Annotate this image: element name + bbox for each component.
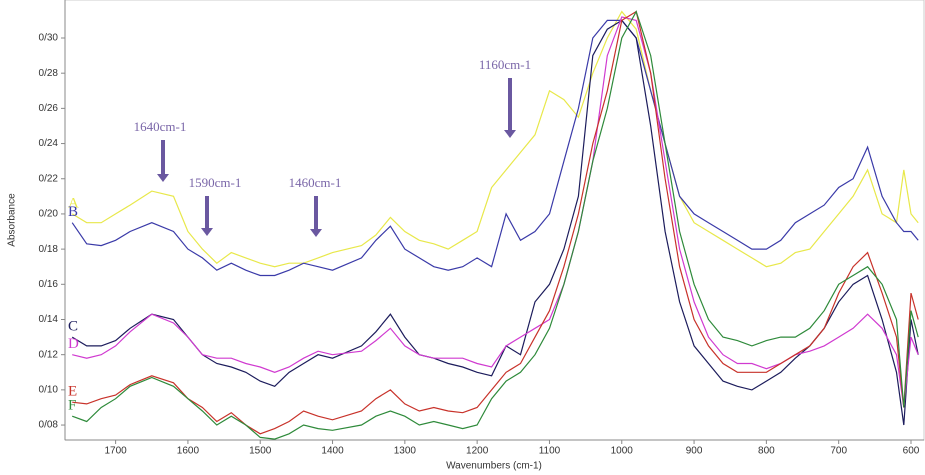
spectrum-line [71, 19, 919, 426]
y-tick-label: 0/16 [39, 279, 59, 290]
y-tick-label: 0/24 [39, 138, 59, 149]
annotation: 1460cm-1 [289, 175, 342, 190]
y-tick-label: 0/14 [39, 314, 59, 325]
series-label: F [68, 398, 76, 414]
x-tick-label: 600 [903, 446, 920, 457]
spectrum-line [71, 10, 919, 268]
annotation: 1640cm-1 [134, 119, 187, 134]
annotation-arrowhead [310, 229, 322, 237]
x-tick-label: 1500 [249, 446, 272, 457]
x-tick-label: 1700 [104, 446, 127, 457]
series-label: B [68, 204, 78, 220]
x-tick-label: 1000 [611, 446, 634, 457]
x-tick-label: 800 [758, 446, 775, 457]
x-tick-label: 1400 [321, 446, 344, 457]
spectrum-line [72, 16, 919, 408]
y-tick-label: 0/10 [39, 385, 59, 396]
annotation-arrowhead [201, 228, 213, 236]
x-tick-label: 900 [686, 446, 703, 457]
x-tick-label: 1600 [177, 446, 200, 457]
spectrum-line [72, 10, 919, 435]
x-axis-title: Wavenumbers (cm-1) [446, 461, 542, 472]
y-tick-label: 0/20 [39, 209, 59, 220]
x-tick-label: 1100 [539, 446, 561, 457]
annotation-arrowhead [157, 174, 169, 182]
series-label: A [68, 195, 79, 211]
y-axis-title: Absorbance [7, 193, 18, 247]
x-tick-label: 700 [830, 446, 847, 457]
annotation: 1160cm-1 [479, 57, 531, 72]
series-label: D [68, 336, 79, 352]
y-tick-label: 0/30 [39, 33, 59, 44]
x-tick-label: 1300 [394, 446, 417, 457]
annotation-arrowhead [504, 130, 516, 138]
y-tick-label: 0/26 [39, 103, 59, 114]
y-tick-label: 0/22 [39, 173, 59, 184]
spectrum-line [71, 19, 919, 277]
x-tick-label: 1200 [466, 446, 489, 457]
y-tick-label: 0/18 [39, 244, 59, 255]
y-tick-label: 0/12 [39, 349, 59, 360]
series-label: E [68, 384, 77, 400]
y-tick-label: 0/08 [39, 420, 59, 431]
spectrum-line [71, 10, 919, 440]
series-label: C [68, 319, 78, 335]
annotation: 1590cm-1 [189, 175, 242, 190]
y-tick-label: 0/28 [39, 68, 59, 79]
